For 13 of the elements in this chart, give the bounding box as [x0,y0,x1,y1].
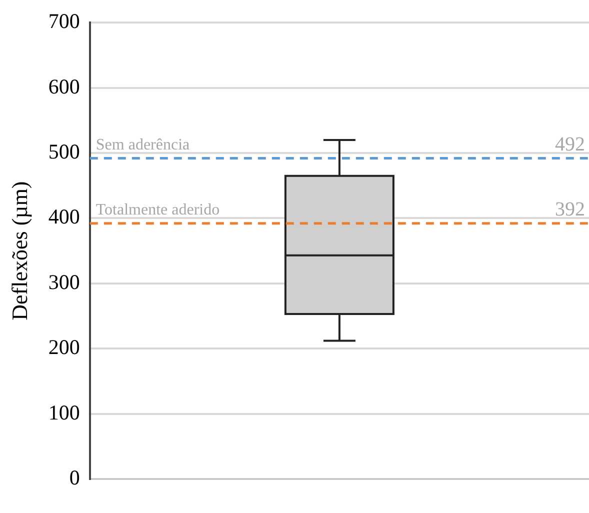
y-tick-label: 500 [48,140,80,164]
y-tick-label: 0 [69,466,80,490]
y-tick-label: 100 [48,400,80,424]
y-tick-label: 700 [48,9,80,34]
y-tick-label: 300 [48,270,80,294]
y-tick-label: 200 [48,335,80,360]
y-axis-title: Deflexões (µm) [6,181,32,320]
annotation: 492 [555,133,585,156]
y-tick-label: 600 [48,74,80,98]
ref-line-label: Totalmente aderido [96,202,220,219]
ref-line-label: Sem aderência [96,136,190,154]
y-tick-label: 400 [48,204,80,229]
annotation: 392 [555,198,585,221]
